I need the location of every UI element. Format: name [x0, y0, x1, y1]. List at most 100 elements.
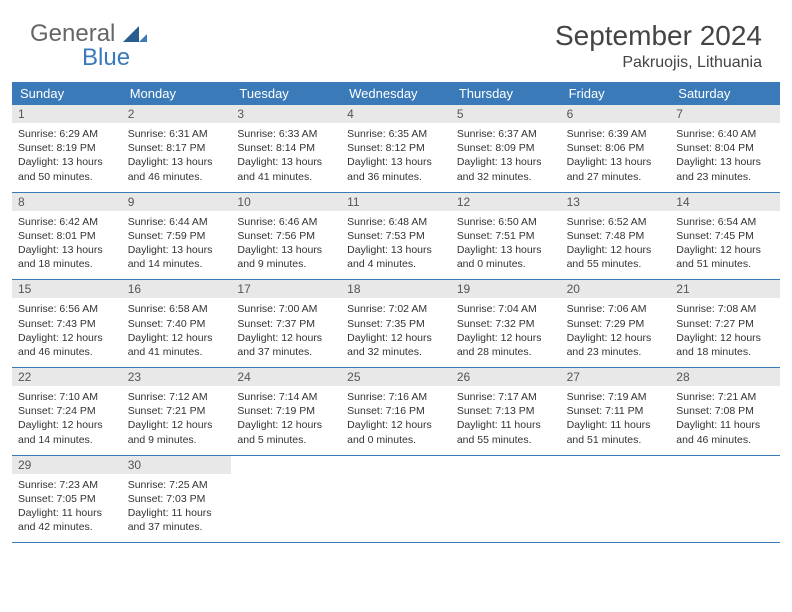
- day-number: 13: [561, 193, 671, 211]
- day-details: Sunrise: 6:35 AMSunset: 8:12 PMDaylight:…: [347, 127, 445, 184]
- header: General Blue September 2024 Pakruojis, L…: [0, 0, 792, 82]
- week-row: 8 Sunrise: 6:42 AMSunset: 8:01 PMDaylight…: [12, 193, 780, 281]
- calendar-cell: 10Sunrise: 6:46 AMSunset: 7:56 PMDayligh…: [231, 193, 341, 280]
- day-number: 28: [670, 368, 780, 386]
- calendar-cell: [341, 456, 451, 543]
- day-details: Sunrise: 6:48 AMSunset: 7:53 PMDaylight:…: [347, 215, 445, 272]
- day-details: Sunrise: 7:23 AMSunset: 7:05 PMDaylight:…: [18, 478, 116, 535]
- day-details: Sunrise: 7:10 AMSunset: 7:24 PMDaylight:…: [18, 390, 116, 447]
- day-number: 5: [451, 105, 561, 123]
- day-details: Sunrise: 7:02 AMSunset: 7:35 PMDaylight:…: [347, 302, 445, 359]
- title-block: September 2024 Pakruojis, Lithuania: [555, 20, 762, 72]
- day-number: 30: [122, 456, 232, 474]
- calendar-cell: 21 Sunrise: 7:08 AMSunset: 7:27 PMDayligh…: [670, 280, 780, 367]
- day-number: 18: [341, 280, 451, 298]
- day-number: 16: [122, 280, 232, 298]
- day-details: Sunrise: 7:19 AMSunset: 7:11 PMDaylight:…: [567, 390, 665, 447]
- weeks: 1Sunrise: 6:29 AMSunset: 8:19 PMDaylight…: [12, 105, 780, 543]
- day-details: Sunrise: 6:56 AMSunset: 7:43 PMDaylight:…: [18, 302, 116, 359]
- calendar-cell: 7 Sunrise: 6:40 AMSunset: 8:04 PMDaylight…: [670, 105, 780, 192]
- day-details: Sunrise: 6:42 AMSunset: 8:01 PMDaylight:…: [18, 215, 116, 272]
- day-number: 26: [451, 368, 561, 386]
- calendar-cell: 19 Sunrise: 7:04 AMSunset: 7:32 PMDayligh…: [451, 280, 561, 367]
- day-details: Sunrise: 6:40 AMSunset: 8:04 PMDaylight:…: [676, 127, 774, 184]
- calendar-cell: 29 Sunrise: 7:23 AMSunset: 7:05 PMDayligh…: [12, 456, 122, 543]
- day-details: Sunrise: 6:31 AMSunset: 8:17 PMDaylight:…: [128, 127, 226, 184]
- day-header: Tuesday: [231, 82, 341, 105]
- day-number: 3: [231, 105, 341, 123]
- calendar-cell: 12 Sunrise: 6:50 AMSunset: 7:51 PMDayligh…: [451, 193, 561, 280]
- calendar-cell: [561, 456, 671, 543]
- day-number: 27: [561, 368, 671, 386]
- day-number: 29: [12, 456, 122, 474]
- day-details: Sunrise: 7:06 AMSunset: 7:29 PMDaylight:…: [567, 302, 665, 359]
- calendar-cell: 13 Sunrise: 6:52 AMSunset: 7:48 PMDayligh…: [561, 193, 671, 280]
- calendar-cell: 4 Sunrise: 6:35 AMSunset: 8:12 PMDaylight…: [341, 105, 451, 192]
- day-number: 21: [670, 280, 780, 298]
- day-number: 7: [670, 105, 780, 123]
- day-details: Sunrise: 6:37 AMSunset: 8:09 PMDaylight:…: [457, 127, 555, 184]
- calendar: SundayMondayTuesdayWednesdayThursdayFrid…: [0, 82, 792, 543]
- location: Pakruojis, Lithuania: [555, 54, 762, 72]
- day-number: 9: [122, 193, 232, 211]
- day-number: 15: [12, 280, 122, 298]
- day-details: Sunrise: 6:33 AMSunset: 8:14 PMDaylight:…: [237, 127, 335, 184]
- calendar-cell: [451, 456, 561, 543]
- day-details: Sunrise: 7:08 AMSunset: 7:27 PMDaylight:…: [676, 302, 774, 359]
- calendar-cell: 15 Sunrise: 6:56 AMSunset: 7:43 PMDayligh…: [12, 280, 122, 367]
- week-row: 15 Sunrise: 6:56 AMSunset: 7:43 PMDayligh…: [12, 280, 780, 368]
- day-number: 20: [561, 280, 671, 298]
- calendar-cell: 14 Sunrise: 6:54 AMSunset: 7:45 PMDayligh…: [670, 193, 780, 280]
- calendar-cell: [670, 456, 780, 543]
- calendar-cell: 26Sunrise: 7:17 AMSunset: 7:13 PMDayligh…: [451, 368, 561, 455]
- day-header: Sunday: [12, 82, 122, 105]
- day-details: Sunrise: 6:44 AMSunset: 7:59 PMDaylight:…: [128, 215, 226, 272]
- calendar-cell: 6Sunrise: 6:39 AMSunset: 8:06 PMDaylight…: [561, 105, 671, 192]
- day-number: 17: [231, 280, 341, 298]
- calendar-cell: 16Sunrise: 6:58 AMSunset: 7:40 PMDayligh…: [122, 280, 232, 367]
- calendar-cell: 27 Sunrise: 7:19 AMSunset: 7:11 PMDayligh…: [561, 368, 671, 455]
- day-number: 19: [451, 280, 561, 298]
- day-details: Sunrise: 6:52 AMSunset: 7:48 PMDaylight:…: [567, 215, 665, 272]
- day-headers: SundayMondayTuesdayWednesdayThursdayFrid…: [12, 82, 780, 105]
- calendar-cell: 1Sunrise: 6:29 AMSunset: 8:19 PMDaylight…: [12, 105, 122, 192]
- day-number: 10: [231, 193, 341, 211]
- day-details: Sunrise: 6:29 AMSunset: 8:19 PMDaylight:…: [18, 127, 116, 184]
- month-title: September 2024: [555, 20, 762, 52]
- day-header: Friday: [561, 82, 671, 105]
- day-details: Sunrise: 7:12 AMSunset: 7:21 PMDaylight:…: [128, 390, 226, 447]
- day-details: Sunrise: 6:50 AMSunset: 7:51 PMDaylight:…: [457, 215, 555, 272]
- day-number: 8: [12, 193, 122, 211]
- day-header: Monday: [122, 82, 232, 105]
- logo: General Blue: [30, 20, 149, 48]
- calendar-cell: 3 Sunrise: 6:33 AMSunset: 8:14 PMDaylight…: [231, 105, 341, 192]
- day-details: Sunrise: 6:39 AMSunset: 8:06 PMDaylight:…: [567, 127, 665, 184]
- calendar-cell: 17 Sunrise: 7:00 AMSunset: 7:37 PMDayligh…: [231, 280, 341, 367]
- day-number: 4: [341, 105, 451, 123]
- week-row: 22Sunrise: 7:10 AMSunset: 7:24 PMDayligh…: [12, 368, 780, 456]
- day-details: Sunrise: 7:21 AMSunset: 7:08 PMDaylight:…: [676, 390, 774, 447]
- day-details: Sunrise: 6:54 AMSunset: 7:45 PMDaylight:…: [676, 215, 774, 272]
- day-details: Sunrise: 7:04 AMSunset: 7:32 PMDaylight:…: [457, 302, 555, 359]
- day-number: 12: [451, 193, 561, 211]
- calendar-cell: 24 Sunrise: 7:14 AMSunset: 7:19 PMDayligh…: [231, 368, 341, 455]
- day-number: 2: [122, 105, 232, 123]
- day-header: Wednesday: [341, 82, 451, 105]
- calendar-cell: 5 Sunrise: 6:37 AMSunset: 8:09 PMDaylight…: [451, 105, 561, 192]
- day-details: Sunrise: 7:14 AMSunset: 7:19 PMDaylight:…: [237, 390, 335, 447]
- calendar-cell: 28 Sunrise: 7:21 AMSunset: 7:08 PMDayligh…: [670, 368, 780, 455]
- day-number: 14: [670, 193, 780, 211]
- calendar-cell: 20 Sunrise: 7:06 AMSunset: 7:29 PMDayligh…: [561, 280, 671, 367]
- calendar-cell: 8 Sunrise: 6:42 AMSunset: 8:01 PMDaylight…: [12, 193, 122, 280]
- week-row: 1Sunrise: 6:29 AMSunset: 8:19 PMDaylight…: [12, 105, 780, 193]
- calendar-cell: 23 Sunrise: 7:12 AMSunset: 7:21 PMDayligh…: [122, 368, 232, 455]
- calendar-cell: 25Sunrise: 7:16 AMSunset: 7:16 PMDayligh…: [341, 368, 451, 455]
- day-number: 24: [231, 368, 341, 386]
- day-details: Sunrise: 7:00 AMSunset: 7:37 PMDaylight:…: [237, 302, 335, 359]
- day-number: 25: [341, 368, 451, 386]
- calendar-cell: 18 Sunrise: 7:02 AMSunset: 7:35 PMDayligh…: [341, 280, 451, 367]
- logo-sail-icon: [121, 24, 149, 44]
- day-number: 23: [122, 368, 232, 386]
- calendar-cell: [231, 456, 341, 543]
- day-header: Thursday: [451, 82, 561, 105]
